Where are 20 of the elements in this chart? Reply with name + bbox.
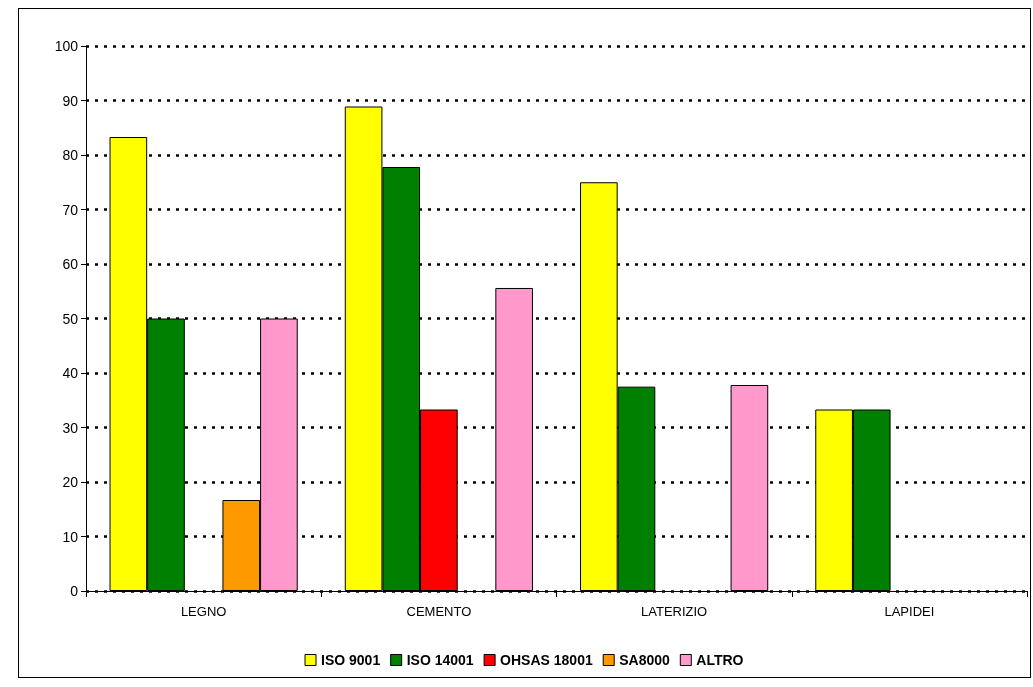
y-tick-label: 30 [62, 419, 79, 436]
y-tick-label: 90 [62, 92, 79, 109]
y-tick-label: 40 [62, 365, 79, 381]
x-tick-label: LATERIZIO [641, 604, 708, 619]
y-tick-label: 60 [62, 256, 79, 272]
y-tick-label: 50 [62, 310, 79, 327]
y-tick-label: 100 [54, 38, 79, 54]
y-tick-label: 10 [62, 528, 79, 545]
legend-label: OHSAS 18001 [500, 652, 593, 668]
x-tick-label: LAPIDEI [884, 604, 935, 619]
legend-label: ALTRO [696, 652, 744, 668]
y-tick-label: 80 [62, 147, 79, 163]
y-tick-label: 20 [62, 474, 79, 490]
y-tick-label: 70 [62, 201, 79, 218]
x-tick-label: LEGNO [180, 604, 227, 619]
legend-label: ISO 9001 [321, 652, 381, 668]
legend-label: ISO 14001 [406, 652, 474, 668]
y-tick-label: 0 [70, 583, 79, 599]
legend-label: SA8000 [619, 652, 671, 668]
x-tick-label: CEMENTO [406, 604, 472, 619]
